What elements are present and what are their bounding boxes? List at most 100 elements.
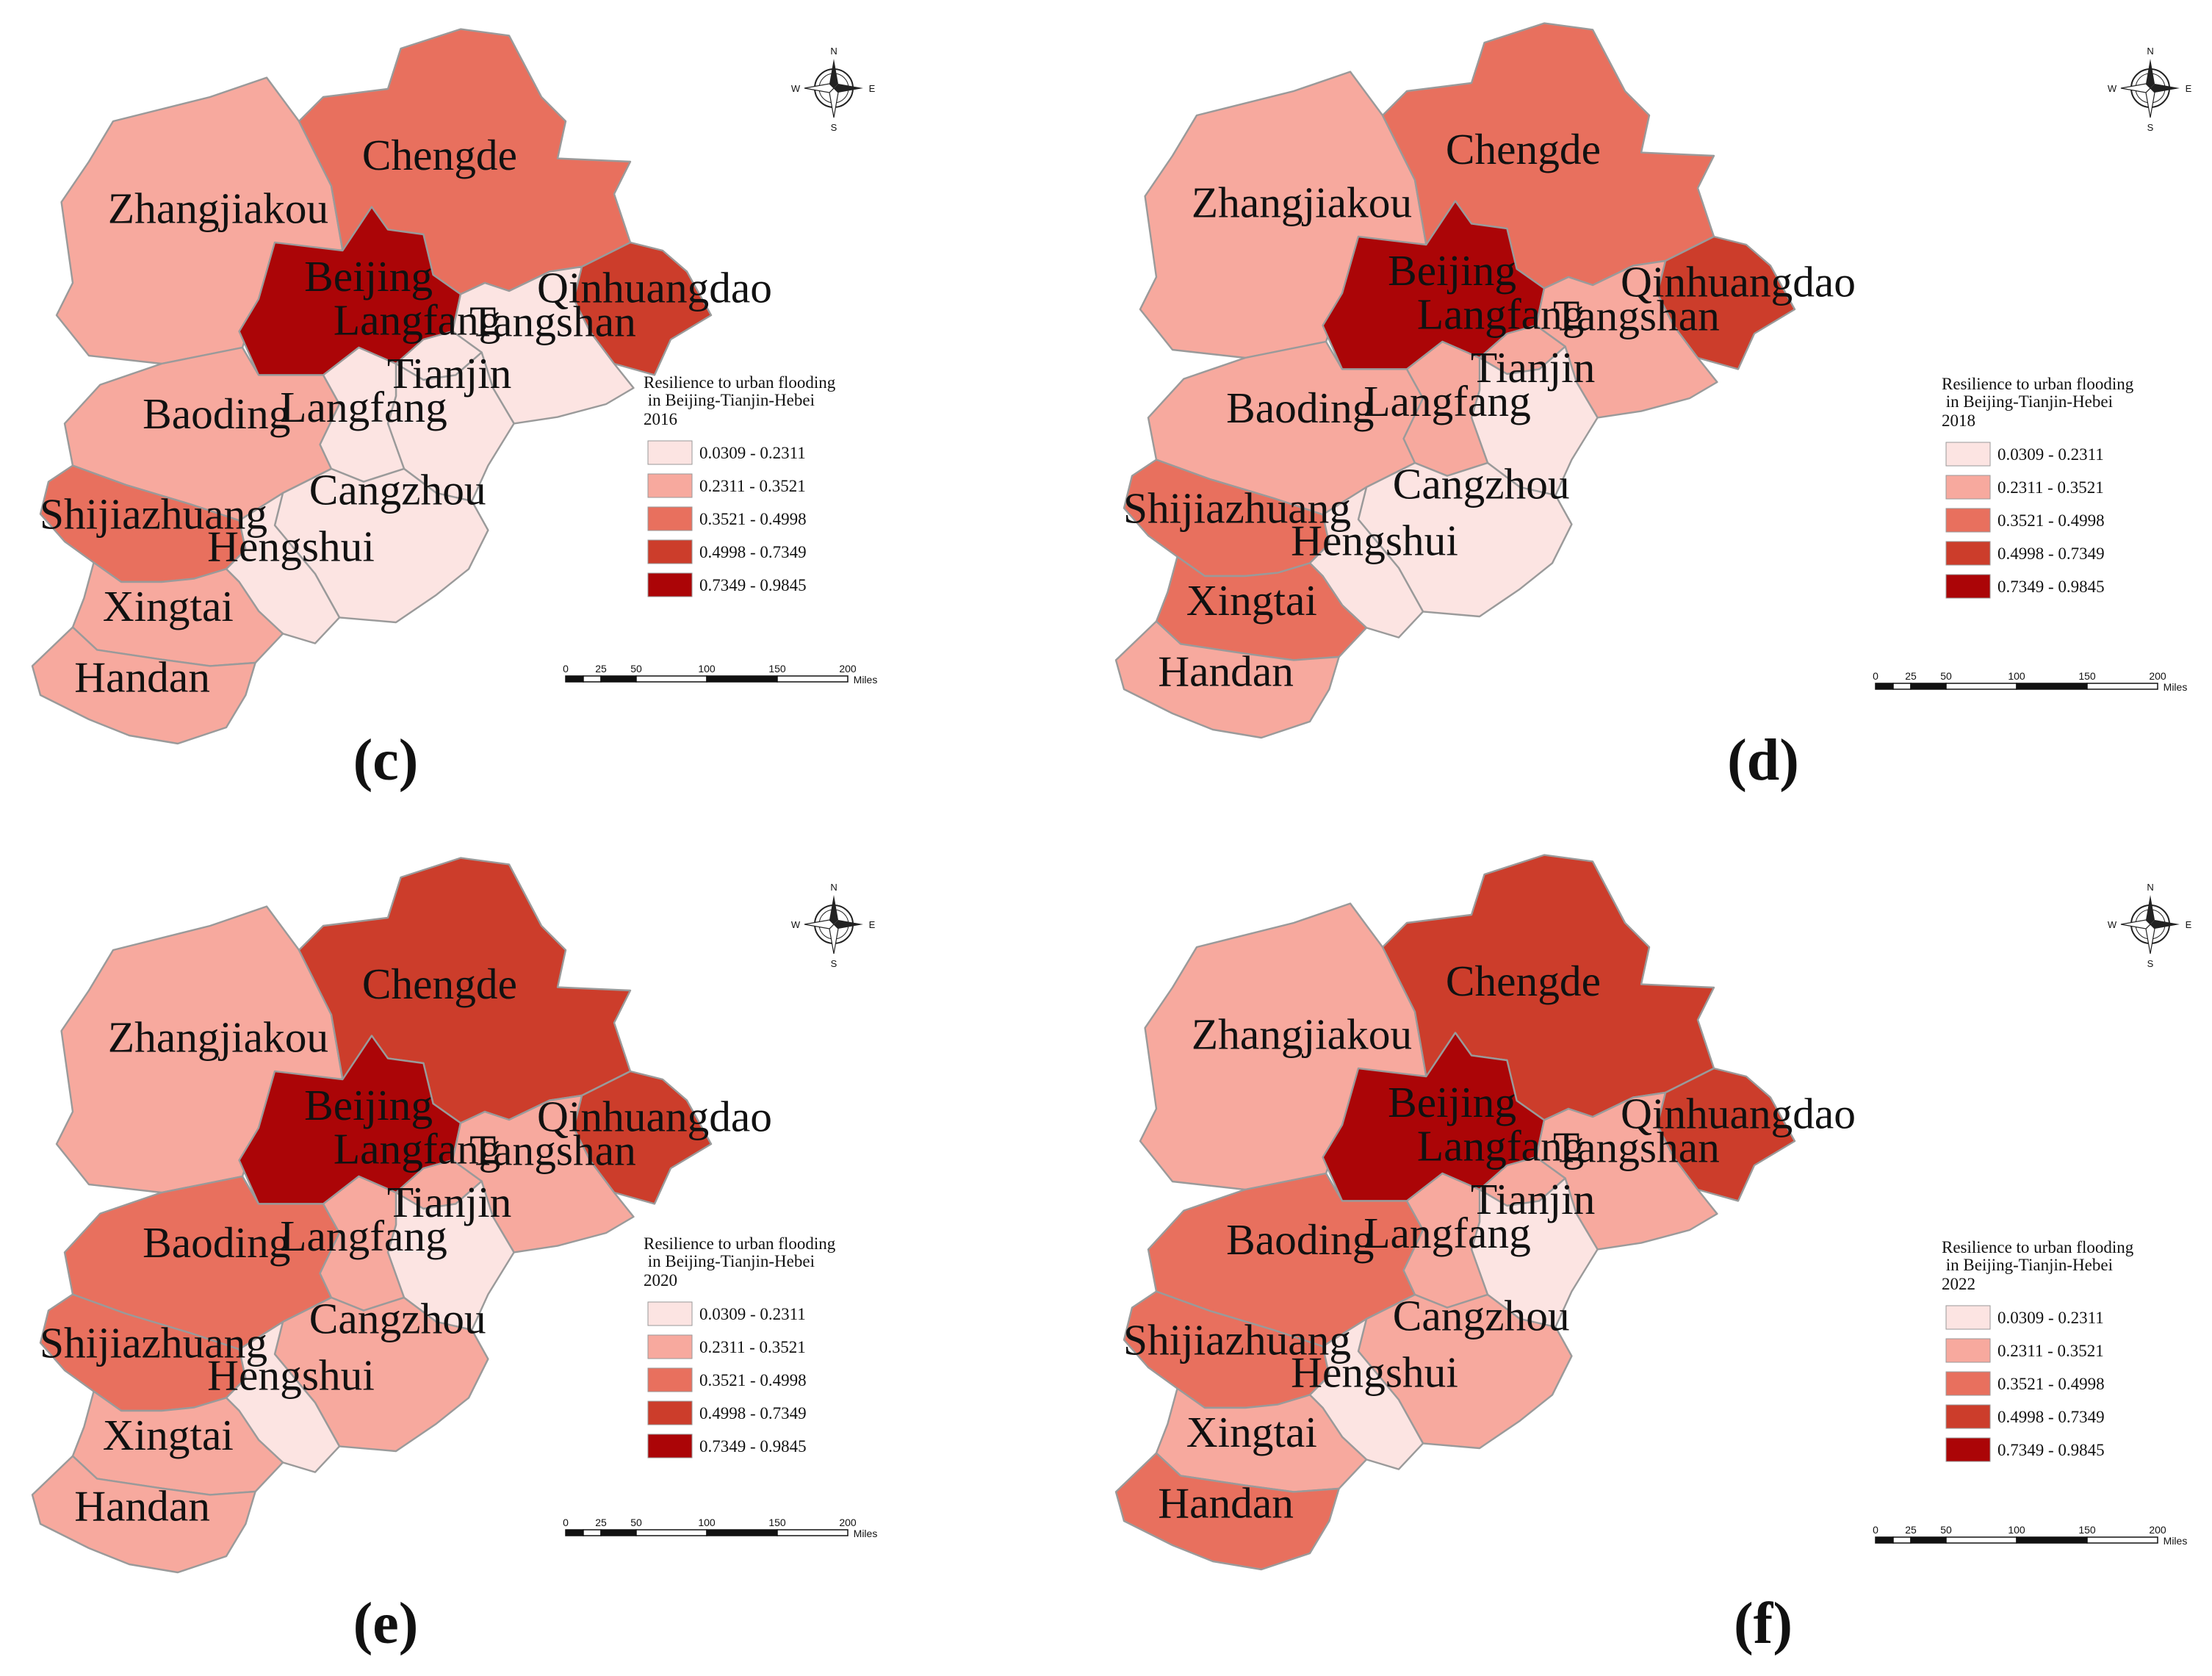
region-hengshui <box>1308 1317 1424 1470</box>
city-label-beijing: Beijing <box>1388 1078 1516 1126</box>
city-label-langfang-south: Langfang <box>280 1212 447 1260</box>
region-hengshui <box>225 492 341 644</box>
region-handan <box>1114 620 1340 739</box>
compass-rose-icon: N S E W <box>791 882 876 969</box>
scale-bar-segment <box>1892 1536 1912 1544</box>
city-label-baoding: Baoding <box>1226 384 1374 432</box>
scale-bar-segment <box>600 1529 637 1536</box>
region-handan <box>31 1455 256 1574</box>
scale-tick-label: 0 <box>1873 1524 1878 1536</box>
scale-bar-segment <box>1945 1536 2017 1544</box>
scale-tick-label: 0 <box>563 663 569 675</box>
legend-year: 2016 <box>644 410 677 428</box>
city-label-handan: Handan <box>74 1482 210 1531</box>
legend-swatch <box>647 539 693 564</box>
city-label-handan: Handan <box>74 653 210 702</box>
legend-title-line2: in Beijing-Tianjin-Hebei <box>1942 1256 2113 1274</box>
scale-tick-label: 50 <box>1940 1524 1952 1536</box>
region-hengshui <box>1308 486 1424 639</box>
city-label-zhangjiakou: Zhangjiakou <box>1192 1010 1412 1059</box>
choropleth-map: Zhangjiakou Chengde Beijing QinhuangdaoTang… <box>1114 22 1856 739</box>
map-panel-e: Zhangjiakou Chengde Beijing Qinhuangdao Tang… <box>0 838 1106 1675</box>
compass-e: E <box>869 919 876 930</box>
city-label-tangshan: Tangshan <box>1553 292 1720 340</box>
city-label-tianjin: Tianjin <box>1471 343 1595 392</box>
legend-year: 2022 <box>1942 1275 1975 1293</box>
city-label-qinhuangdao: Qinhuangdao <box>537 1092 772 1140</box>
compass-w: W <box>2108 919 2117 930</box>
legend-swatch <box>647 1301 693 1326</box>
scale-bar-segment <box>565 675 584 683</box>
city-label-langfang-south: Langfang <box>280 383 447 431</box>
compass-rose-icon: N S E W <box>2108 882 2192 969</box>
legend-swatch <box>647 1434 693 1459</box>
legend-title-line1: Resilience to urban flooding <box>1942 1238 2134 1256</box>
city-label-langfang-south: Langfang <box>1363 377 1531 425</box>
scale-tick-label: 100 <box>2008 670 2025 682</box>
legend-label: 0.7349 - 0.9845 <box>699 576 807 594</box>
scale-bar-segment <box>635 1529 707 1536</box>
scale-tick-label: 200 <box>2149 670 2166 682</box>
city-label-qinhuangdao: Qinhuangdao <box>1621 1089 1856 1137</box>
city-label-chengde: Chengde <box>362 131 517 179</box>
legend-swatch <box>1945 1437 1991 1462</box>
scale-bar-segment <box>1945 683 2017 690</box>
legend-year: 2018 <box>1942 411 1975 430</box>
legend-label: 0.7349 - 0.9845 <box>1997 1441 2105 1459</box>
legend-label: 0.2311 - 0.3521 <box>699 477 806 495</box>
city-label-zhangjiakou: Zhangjiakou <box>108 184 328 233</box>
legend-swatch <box>1945 1305 1991 1330</box>
city-label-hengshui: Hengshui <box>207 522 375 570</box>
scale-tick-label: 150 <box>768 663 786 675</box>
scale-tick-label: 100 <box>698 663 716 675</box>
legend-year: 2020 <box>644 1271 677 1290</box>
city-label-langfang-north: Langfang <box>334 1124 501 1173</box>
legend-swatch <box>647 1334 693 1359</box>
compass-e: E <box>2186 919 2192 930</box>
legend-title-line2: in Beijing-Tianjin-Hebei <box>644 391 815 409</box>
city-label-zhangjiakou: Zhangjiakou <box>1192 179 1412 227</box>
scale-tick-label: 25 <box>595 663 607 675</box>
compass-s: S <box>831 122 837 133</box>
compass-rose-icon: N S E W <box>791 46 876 133</box>
scale-tick-label: 200 <box>839 1517 857 1528</box>
city-label-langfang-north: Langfang <box>1417 1121 1585 1170</box>
scale-bar-segment <box>706 1529 778 1536</box>
scale-bar-segment <box>1875 683 1894 690</box>
city-label-cangzhou: Cangzhou <box>1393 459 1570 508</box>
city-label-hengshui: Hengshui <box>207 1350 375 1399</box>
legend-label: 0.4998 - 0.7349 <box>1997 1408 2105 1426</box>
choropleth-map: Zhangjiakou Chengde Beijing QinhuangdaoTang… <box>1114 854 1856 1571</box>
scale-bar-segment <box>1910 683 1947 690</box>
legend-label: 0.2311 - 0.3521 <box>1997 1342 2104 1360</box>
city-label-handan: Handan <box>1158 647 1294 696</box>
scale-tick-label: 25 <box>1905 670 1917 682</box>
city-label-xingtai: Xingtai <box>1186 576 1317 625</box>
city-label-baoding: Baoding <box>143 1218 290 1267</box>
map-panel-c: Zhangjiakou Chengde Beijing Qinhuangdao Tang… <box>0 0 1106 838</box>
legend-swatch <box>1945 475 1991 500</box>
scale-unit: Miles <box>2164 1535 2188 1547</box>
city-label-tangshan: Tangshan <box>1553 1123 1720 1172</box>
legend-title-line1: Resilience to urban flooding <box>1942 375 2134 393</box>
map-svg: Zhangjiakou Chengde Beijing QinhuangdaoTang… <box>31 857 877 1574</box>
legend-swatch <box>647 440 693 465</box>
city-label-xingtai: Xingtai <box>103 582 234 630</box>
region-handan <box>31 626 256 745</box>
city-label-shijiazhuang: Shijiazhuang <box>1123 483 1351 532</box>
city-label-tangshan: Tangshan <box>469 1126 636 1175</box>
legend-title-line2: in Beijing-Tianjin-Hebei <box>644 1252 815 1270</box>
panel-label: (c) <box>353 728 419 793</box>
legend-swatch <box>647 473 693 498</box>
scale-bar-segment <box>2086 1536 2158 1544</box>
legend-swatch <box>647 572 693 597</box>
city-label-beijing: Beijing <box>304 1081 433 1129</box>
legend-label: 0.2311 - 0.3521 <box>699 1338 806 1356</box>
city-label-xingtai: Xingtai <box>1186 1408 1317 1456</box>
scale-bar-segment <box>583 675 602 683</box>
scale-tick-label: 150 <box>2078 1524 2096 1536</box>
city-label-beijing: Beijing <box>1388 246 1516 295</box>
compass-n: N <box>2147 46 2153 57</box>
compass-s: S <box>2147 958 2154 969</box>
legend-swatch <box>1945 1371 1991 1396</box>
